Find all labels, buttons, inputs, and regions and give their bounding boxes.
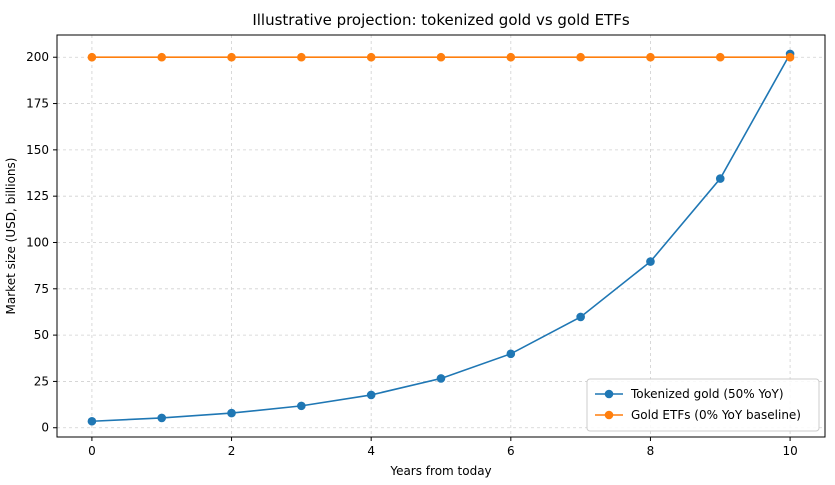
y-tick-label: 100 [26,235,49,249]
y-tick-label: 125 [26,189,49,203]
y-tick-label: 175 [26,97,49,111]
data-point [506,52,516,62]
data-point [646,257,655,266]
plot-area [87,49,795,426]
data-point [157,413,167,423]
x-tick-label: 10 [782,444,797,458]
series-line [91,53,791,423]
legend-label: Gold ETFs (0% YoY baseline) [631,408,801,422]
data-point [576,312,585,322]
data-point [157,52,167,62]
plot-frame [56,34,826,438]
legend-entry: Tokenized gold (50% YoY) [595,387,784,401]
data-point [297,401,306,411]
x-axis-label: Years from today [389,464,491,478]
data-point [227,408,236,418]
y-tick-label: 25 [34,374,49,388]
data-point [785,52,795,62]
data-point [436,52,446,62]
data-point [646,52,655,62]
data-point [506,349,516,359]
y-tick-label: 75 [34,282,49,296]
data-point [366,390,376,400]
data-point [227,52,236,62]
data-point [87,52,97,62]
series-1 [87,49,795,426]
legend-marker [604,410,614,420]
y-tick-label: 150 [26,143,49,157]
y-tick-label: 200 [26,50,49,64]
y-tick-label: 50 [34,328,49,342]
data-point [715,174,725,183]
legend-entries: Tokenized gold (50% YoY) Gold ETFs (0% Yo… [595,387,801,422]
x-tick-label: 2 [228,444,236,458]
legend-label: Tokenized gold (50% YoY) [630,387,784,401]
x-tick-label: 8 [647,444,655,458]
chart-title: Illustrative projection: tokenized gold … [252,11,630,29]
data-point [297,52,306,62]
x-tick-label: 6 [507,444,515,458]
y-tick-label: 0 [41,421,49,435]
series-2 [87,52,795,62]
x-tick-label: 4 [367,444,375,458]
data-point [87,416,97,426]
y-axis-label: Market size (USD, billions) [4,158,18,315]
data-point [366,52,376,62]
data-point [576,52,585,62]
legend-marker [604,389,614,399]
data-point [436,374,446,383]
data-point [715,52,725,62]
legend-box [586,378,820,432]
legend: Tokenized gold (50% YoY) Gold ETFs (0% Yo… [586,378,820,432]
legend-entry: Gold ETFs (0% YoY baseline) [595,408,801,422]
x-tick-label: 0 [88,444,96,458]
